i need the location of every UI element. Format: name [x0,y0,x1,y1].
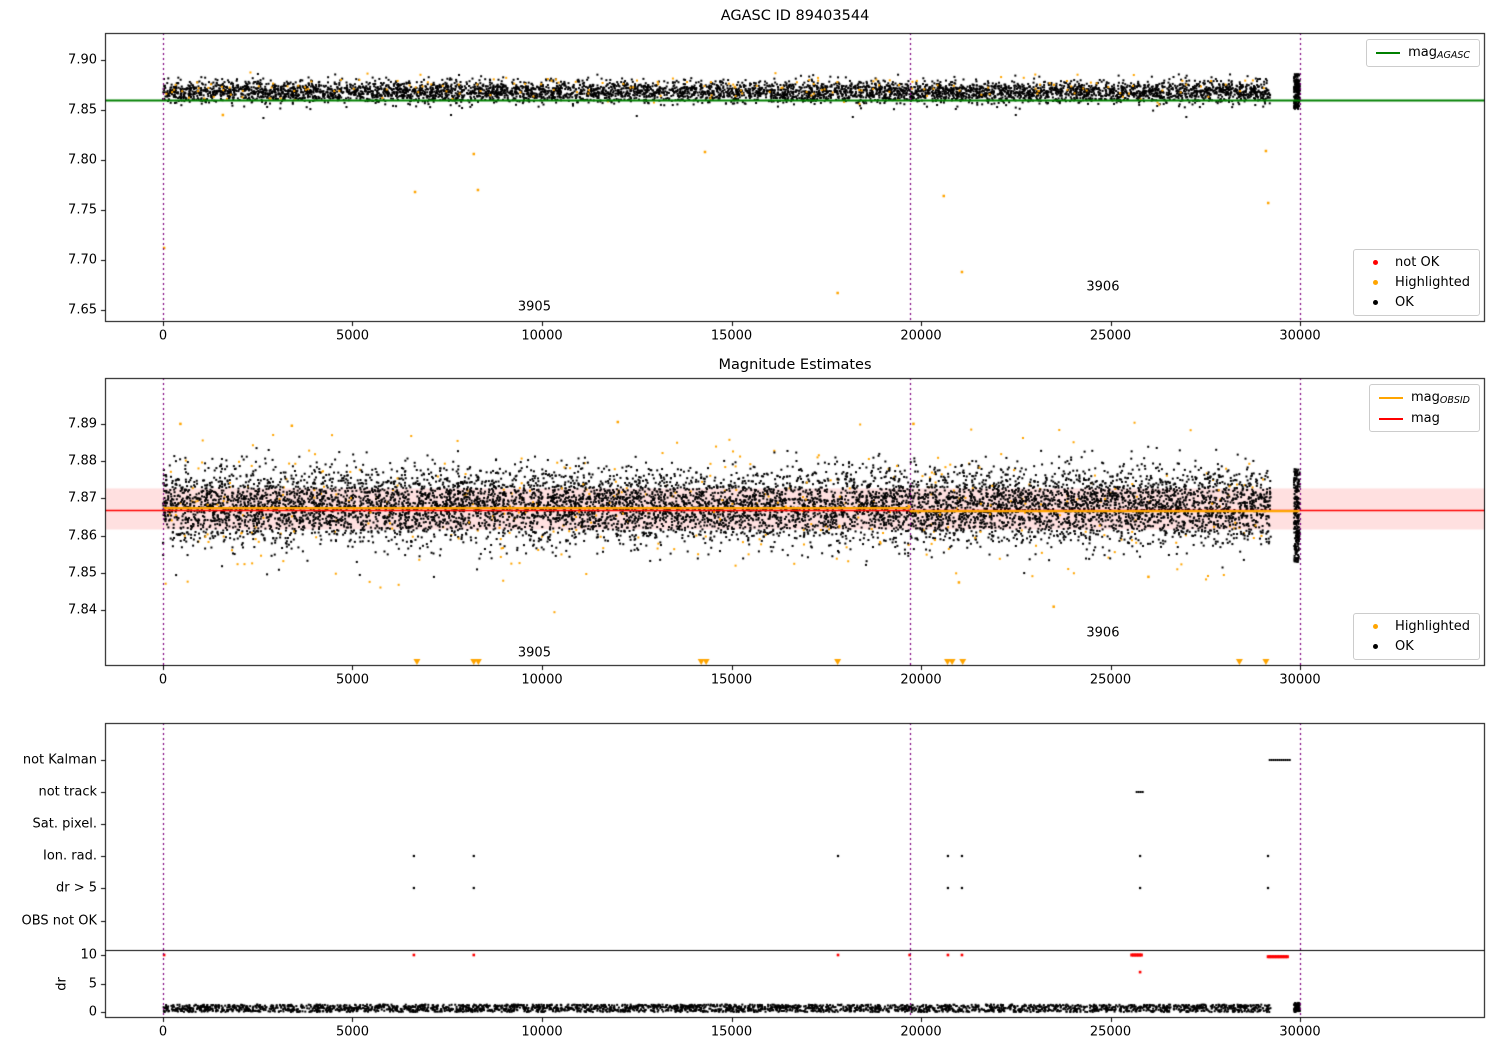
x-tick-label: 10000 [521,328,563,344]
obsid-annotation: 3906 [1086,279,1120,295]
x-tick-label: 10000 [521,1024,563,1040]
legend-item: magOBSID [1378,390,1470,406]
y-tick-label: 7.86 [68,528,97,544]
legend-dot-icon [1363,644,1387,649]
y-tick-label: 7.65 [68,302,97,318]
flag-label: not track [38,784,97,800]
dr-tick-label: 0 [88,1004,97,1020]
legend-dot-icon [1363,280,1387,285]
x-tick-label: 30000 [1279,672,1321,688]
legend-dot-icon [1363,624,1387,629]
y-tick-label: 7.88 [68,453,97,469]
y-tick-label: 7.80 [68,152,97,168]
flag-label: Sat. pixel. [32,816,97,832]
obsid-annotation: 3906 [1086,625,1120,641]
x-tick-label: 0 [158,1024,168,1040]
y-tick-label: 7.90 [68,52,97,68]
flag-label: not Kalman [22,752,97,768]
x-tick-label: 5000 [335,328,370,344]
flag-label: Ion. rad. [43,848,97,864]
line-legend: magOBSID mag [1368,384,1480,432]
x-tick-label: 0 [158,672,168,688]
legend-dot-icon [1363,260,1387,265]
legend-label: OK [1395,295,1414,310]
legend-item: OK [1363,639,1470,654]
legend-line-sample-icon [1376,52,1401,54]
x-tick-label: 20000 [900,328,942,344]
x-tick-label: 5000 [335,1024,370,1040]
flag-label: dr > 5 [55,880,97,896]
x-tick-label: 20000 [900,672,942,688]
legend-line-sample-icon [1378,417,1403,420]
plot1-title: AGASC ID 89403544 [720,8,870,24]
legend-line-sample-icon [1378,397,1403,399]
line-legend: magAGASC [1366,39,1480,67]
legend-item: mag [1378,411,1470,426]
x-tick-label: 25000 [1089,1024,1132,1040]
legend-item: not OK [1363,255,1470,270]
legend-dot-icon [1363,300,1387,305]
point-legend: Highlighted OK [1353,613,1480,660]
y-tick-label: 7.85 [68,565,97,581]
y-tick-label: 7.87 [68,490,97,506]
legend-label: OK [1395,639,1414,654]
x-tick-label: 15000 [710,1024,753,1040]
plot2-title: Magnitude Estimates [718,357,872,373]
dr-tick-label: 5 [88,976,97,991]
legend-label: magAGASC [1408,45,1470,61]
obsid-annotation: 3905 [517,645,551,661]
x-tick-label: 5000 [335,672,370,688]
legend-label: Highlighted [1395,619,1470,634]
y-tick-label: 7.75 [68,202,97,218]
x-tick-label: 25000 [1089,328,1132,344]
legend-item: OK [1363,295,1470,310]
legend-label: magOBSID [1410,390,1470,406]
legend-label: not OK [1395,255,1440,270]
x-tick-label: 20000 [900,1024,942,1040]
point-legend: not OK Highlighted OK [1353,249,1480,316]
legend-item: Highlighted [1363,619,1470,634]
legend-label: Highlighted [1395,275,1470,290]
flag-label: OBS not OK [21,913,98,929]
x-tick-label: 30000 [1279,328,1321,344]
x-tick-label: 15000 [710,328,753,344]
y-tick-label: 7.70 [68,252,97,268]
legend-item: Highlighted [1363,275,1470,290]
x-tick-label: 25000 [1089,672,1132,688]
dr-tick-label: 10 [80,947,97,963]
x-tick-label: 0 [158,328,168,344]
y-tick-label: 7.89 [68,416,97,432]
x-tick-label: 30000 [1279,1024,1321,1040]
y-tick-label: 7.84 [68,602,97,618]
y-tick-label: 7.85 [68,102,97,118]
legend-item: magAGASC [1376,45,1470,61]
x-tick-label: 15000 [710,672,753,688]
dr-axis-label: dr [54,977,70,991]
legend-label: mag [1410,411,1440,426]
x-tick-label: 10000 [521,672,563,688]
obsid-annotation: 3905 [517,299,551,315]
